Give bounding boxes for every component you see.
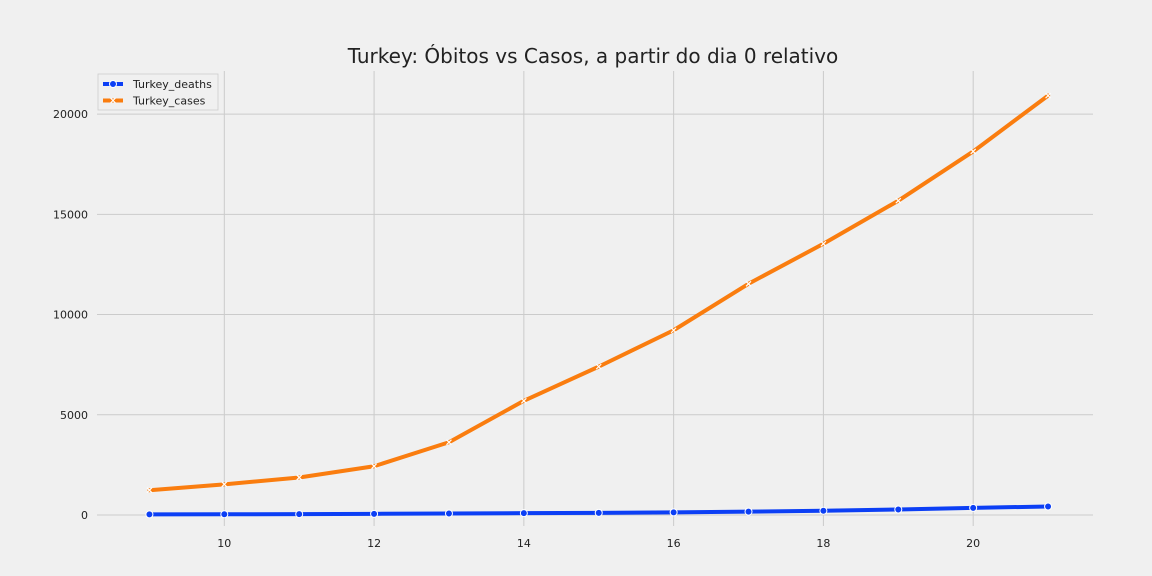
y-tick-label: 20000 — [53, 108, 88, 121]
x-tick-label: 10 — [217, 537, 231, 550]
data-point — [744, 507, 753, 516]
legend-item-Turkey_cases: Turkey_cases — [103, 95, 206, 108]
legend: Turkey_deaths Turkey_cases — [97, 73, 219, 111]
y-tick-label: 15000 — [53, 208, 88, 221]
data-point — [820, 240, 827, 247]
data-point — [520, 397, 527, 404]
y-tick-label: 0 — [81, 509, 88, 522]
data-point — [669, 508, 678, 517]
data-point — [1044, 502, 1053, 511]
series-Turkey_deaths — [145, 502, 1053, 519]
y-tick-label: 10000 — [53, 309, 88, 322]
series-line-Turkey_cases — [147, 93, 1051, 493]
data-point — [745, 280, 752, 287]
data-point — [894, 505, 903, 514]
data-point — [371, 463, 378, 470]
x-axis-ticks: 10 12 14 16 18 20 — [217, 537, 980, 550]
data-point — [969, 503, 978, 512]
x-tick-label: 20 — [966, 537, 980, 550]
data-point — [146, 487, 153, 494]
legend-marker — [109, 80, 117, 88]
x-tick-label: 18 — [816, 537, 830, 550]
series-layer — [145, 92, 1053, 519]
x-tick-label: 12 — [367, 537, 381, 550]
data-point — [296, 474, 303, 481]
data-point — [594, 508, 603, 517]
data-point — [221, 481, 228, 488]
data-point — [444, 509, 453, 518]
data-point — [295, 510, 304, 519]
data-point — [895, 197, 902, 204]
legend-marker — [110, 97, 116, 104]
data-point — [519, 509, 528, 518]
legend-label: Turkey_cases — [132, 95, 206, 108]
data-point — [1045, 92, 1051, 99]
legend-item-Turkey_deaths: Turkey_deaths — [103, 78, 212, 91]
data-point — [819, 506, 828, 515]
x-tick-label: 14 — [517, 537, 531, 550]
chart-title: Turkey: Óbitos vs Casos, a partir do dia… — [347, 44, 839, 68]
data-point — [220, 510, 229, 519]
y-axis-ticks: 0 5000 10000 15000 20000 — [53, 108, 88, 522]
y-tick-label: 5000 — [60, 409, 88, 422]
x-tick-label: 16 — [667, 537, 681, 550]
data-point — [595, 363, 602, 370]
data-point — [670, 327, 677, 334]
legend-box — [97, 73, 219, 111]
data-point — [970, 148, 977, 155]
data-point — [145, 510, 154, 519]
series-Turkey_cases — [146, 92, 1051, 494]
data-point — [370, 509, 379, 518]
grid — [97, 71, 1093, 526]
legend-label: Turkey_deaths — [132, 78, 212, 91]
data-point — [446, 439, 452, 446]
